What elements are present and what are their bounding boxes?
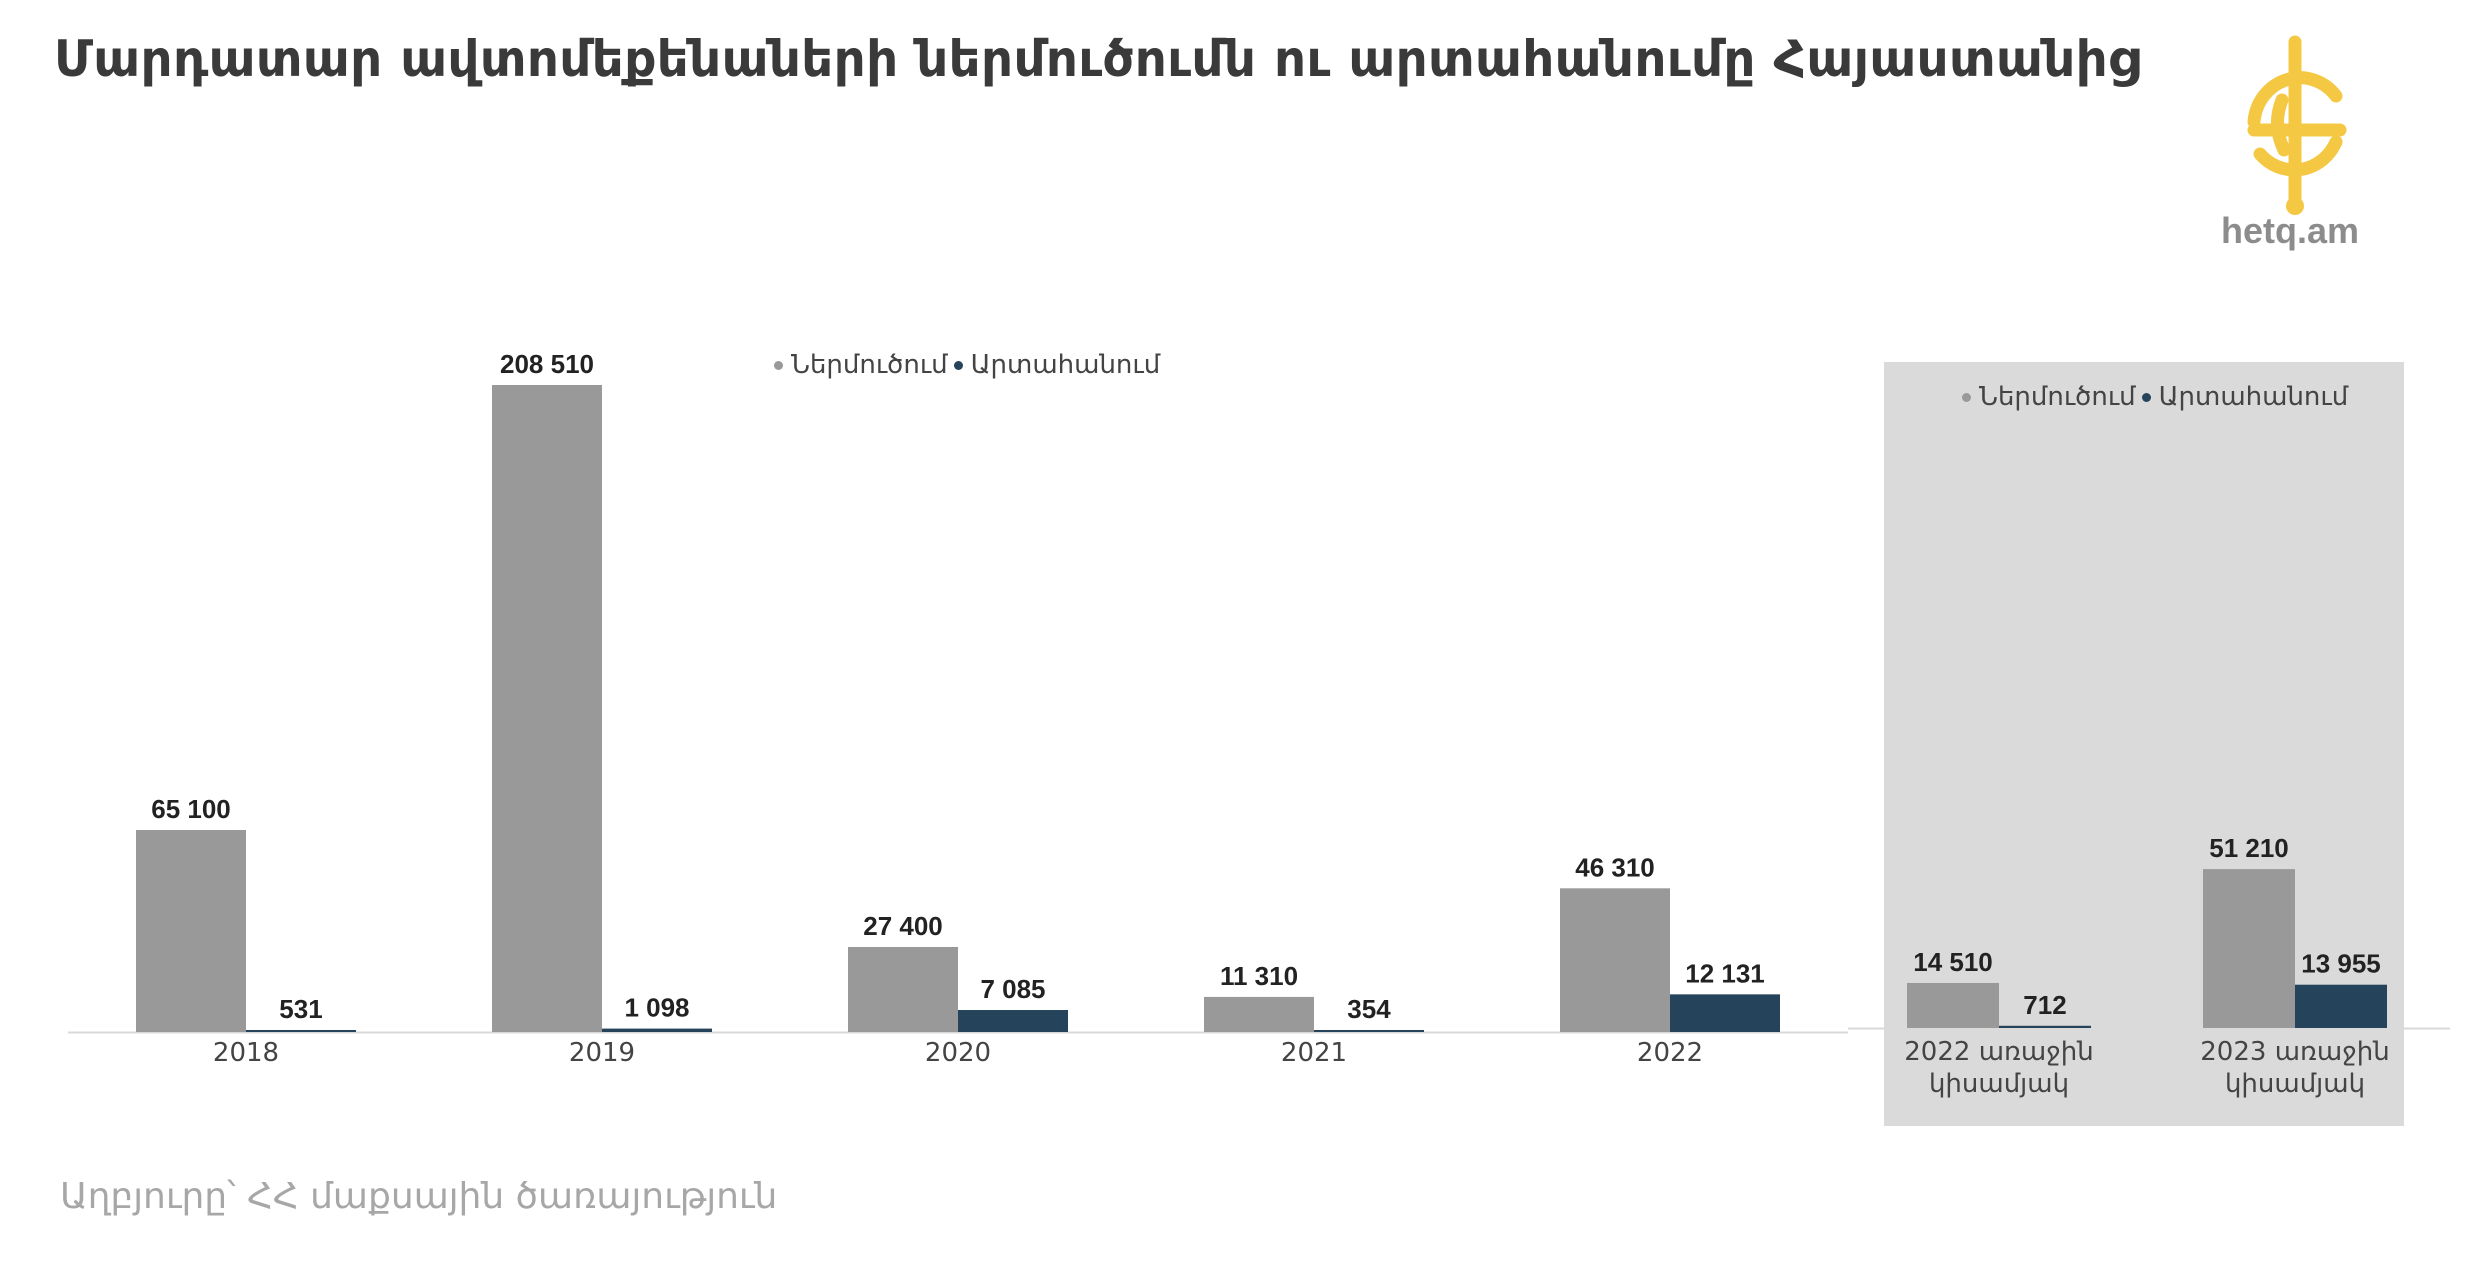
import-bar [1907,982,1999,1028]
export-bar [1999,1025,2091,1028]
export-value-label: 531 [279,994,322,1024]
export-bar [1314,1030,1424,1032]
legend-dot-export [953,360,963,370]
import-value-label: 46 310 [1575,852,1655,882]
legend-label-import: Ներմուծում [1979,382,2136,412]
legend-dot-import [774,360,783,370]
export-value-label: 712 [2023,990,2066,1020]
import-value-label: 11 310 [1220,961,1298,991]
hetq-logo-icon [2247,35,2347,215]
import-bar [1204,996,1314,1032]
export-value-label: 1 098 [624,993,689,1023]
x-tick-label: կիսամյակ [2225,1069,2365,1099]
x-tick-label: 2020 [925,1038,991,1068]
import-bar [848,946,958,1032]
legend: Ներմուծում Արտահանում [772,350,1160,380]
logo-text: hetq.am [2220,210,2360,251]
legend-label-export: Արտահանում [970,350,1161,380]
export-bar [246,1030,356,1032]
import-value-label: 14 510 [1913,947,1993,977]
x-tick-label: 2022 [1637,1038,1703,1068]
export-bar [1670,994,1780,1032]
x-tick-label: 2022 առաջին [1904,1037,2093,1067]
legend-dot-export [2141,392,2151,402]
export-bar [2295,984,2387,1028]
x-tick-label: կիսամյակ [1929,1069,2069,1099]
x-tick-label: 2018 [213,1038,279,1068]
import-value-label: 65 100 [151,794,231,824]
source-note: Աղբյուրը՝ ՀՀ մաքսային ծառայություն [60,1176,778,1217]
panel-legend: Ներմուծում Արտահանում [1960,382,2348,412]
import-bar [492,385,602,1032]
export-value-label: 12 131 [1685,958,1765,988]
import-value-label: 27 400 [863,911,943,941]
legend-dot-import [1962,392,1971,402]
x-tick-label: 2019 [569,1038,635,1068]
chart-title: Մարդատար ավտոմեքենաների ներմուծումն ու ա… [54,30,2141,88]
import-bar [1560,888,1670,1032]
export-value-label: 13 955 [2301,949,2381,979]
x-tick-label: 2023 առաջին [2200,1037,2389,1067]
legend-label-import: Ներմուծում [791,350,948,380]
export-bar [958,1010,1068,1032]
export-value-label: 354 [1347,994,1391,1024]
import-bar [136,829,246,1032]
export-bar [602,1028,712,1032]
legend-label-export: Արտահանում [2158,382,2349,412]
export-value-label: 7 085 [980,974,1045,1004]
x-tick-label: 2021 [1281,1038,1347,1068]
import-bar [2203,869,2295,1028]
import-value-label: 51 210 [2209,833,2289,863]
import-value-label: 208 510 [500,349,594,379]
